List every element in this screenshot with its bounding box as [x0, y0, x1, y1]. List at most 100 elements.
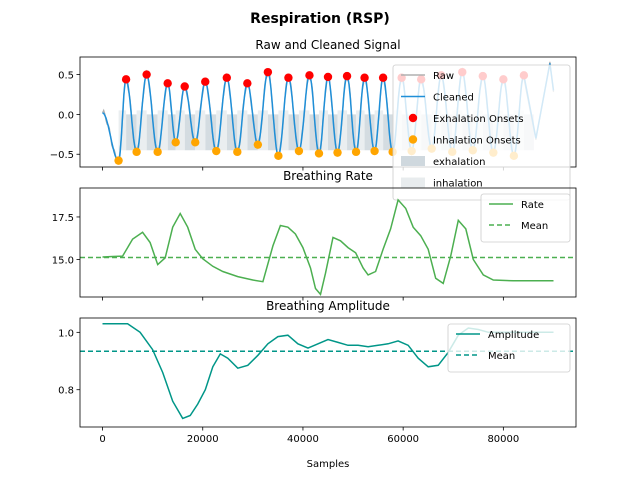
panel-raw-cleaned: −0.5 0.0 0.5 Raw Cleaned Exhalation Onsets Inh… — [50, 38, 577, 201]
inhalation-patch — [175, 110, 185, 151]
panel-breathing-rate: 15.0 17.5 Rate Mean Breathing Rate — [52, 169, 577, 301]
exhalation-onset-point — [360, 73, 369, 82]
exhalation-onset-point — [142, 70, 151, 79]
inhalation-patch — [257, 110, 268, 151]
inhalation-patch — [356, 110, 365, 151]
exhalation-patch — [347, 114, 357, 151]
exhalation-patch — [328, 114, 338, 151]
exhalation-patch — [167, 114, 176, 151]
legend-label: Rate — [521, 200, 544, 211]
y-tick-label: 0.0 — [58, 110, 74, 121]
y-tick-label: 17.5 — [52, 213, 74, 224]
exhalation-patch — [126, 114, 137, 151]
legend-label: Amplitude — [488, 330, 539, 341]
inhalation-onset-point — [191, 138, 200, 147]
inhalation-patch — [278, 110, 289, 151]
legend-label: Mean — [521, 221, 548, 232]
axes-frame — [79, 187, 577, 298]
suptitle: Respiration (RSP) — [250, 11, 390, 27]
x-tick-label: 40000 — [287, 434, 319, 445]
inhalation-patch — [136, 110, 147, 151]
axes-frame — [79, 56, 577, 168]
legend-box — [480, 193, 571, 243]
exhalation-onset-point — [263, 67, 273, 77]
exhalation-onset-point — [305, 71, 314, 80]
exhalation-onset-point — [180, 82, 189, 91]
y-tick-label: −0.5 — [50, 150, 74, 161]
axes-frame — [79, 317, 577, 428]
inhalation-onset-point — [314, 149, 324, 158]
legend-label: Exhalation Onsets — [433, 114, 524, 125]
inhalation-onset-point — [114, 156, 123, 165]
exhalation-patch — [205, 114, 217, 151]
inhalation-patch — [195, 110, 206, 151]
inhalation-onset-point — [351, 147, 361, 157]
legend-label: exhalation — [433, 157, 485, 168]
x-tick-label: 0 — [99, 434, 105, 445]
x-tick-label: 60000 — [387, 434, 419, 445]
exhalation-patch — [267, 114, 279, 151]
legend-patch — [401, 156, 425, 166]
x-tick-label: 80000 — [487, 434, 519, 445]
exhalation-patch — [383, 114, 393, 151]
legend: Amplitude Mean — [447, 323, 571, 373]
exhalation-patch — [146, 114, 158, 151]
exhalation-onset-point — [284, 73, 293, 82]
legend-label: Raw — [433, 71, 454, 82]
plot-area — [80, 198, 576, 297]
inhalation-patch — [318, 110, 328, 151]
panel-title-raw-cleaned: Raw and Cleaned Signal — [255, 38, 400, 52]
inhalation-onset-point — [212, 146, 221, 156]
legend: Raw Cleaned Exhalation Onsets Inhalation On… — [392, 64, 571, 201]
y-tick-label: 0.8 — [58, 386, 74, 397]
panel-title-breathing-rate: Breathing Rate — [283, 169, 373, 183]
inhalation-onset-point — [274, 151, 283, 161]
exhalation-patch — [184, 114, 196, 151]
exhalation-patch — [364, 114, 375, 151]
exhalation-onset-point — [323, 72, 333, 82]
legend: Rate Mean — [480, 193, 571, 243]
inhalation-patch — [237, 110, 248, 151]
exhalation-patch — [226, 114, 238, 151]
rate-line — [102, 198, 554, 297]
exhalation-patch — [288, 114, 299, 151]
inhalation-onset-point — [233, 147, 242, 157]
exhalation-onset-point — [342, 71, 352, 81]
inhalation-patch — [157, 110, 168, 151]
inhalation-patch — [216, 110, 227, 151]
inhalation-onset-point — [294, 146, 304, 156]
exhalation-patch — [309, 114, 319, 151]
exhalation-onset-point — [163, 79, 172, 88]
exhalation-onset-point — [121, 75, 131, 84]
legend-marker — [408, 113, 418, 123]
y-tick-label: 1.0 — [58, 328, 74, 339]
y-tick-label: 0.5 — [58, 71, 74, 82]
exhalation-onset-point — [378, 73, 388, 82]
inhalation-onset-point — [132, 147, 141, 157]
inhalation-onset-point — [153, 147, 162, 157]
y-tick-label: 15.0 — [52, 256, 74, 267]
legend-label: inhalation — [433, 179, 483, 190]
legend-label: Cleaned — [433, 93, 474, 104]
inhalation-patch — [298, 110, 310, 151]
inhalation-patch — [374, 110, 384, 151]
exhalation-onset-point — [222, 73, 231, 82]
inhalation-onset-point — [171, 138, 180, 147]
legend-marker — [408, 135, 418, 144]
inhalation-onset-point — [370, 146, 379, 156]
panel-breathing-amplitude: 0.8 1.0 0 20000 40000 60000 80000 Amplitude Mean… — [58, 299, 577, 445]
legend-label: Inhalation Onsets — [433, 136, 521, 147]
exhalation-onset-point — [243, 79, 252, 88]
legend-patch — [401, 177, 425, 188]
inhalation-onset-point — [253, 140, 263, 149]
inhalation-patch — [337, 110, 348, 151]
legend-label: Mean — [488, 351, 515, 362]
inhalation-onset-point — [333, 148, 342, 157]
exhalation-patch — [247, 114, 258, 151]
x-axis-label: Samples — [307, 459, 350, 470]
exhalation-onset-point — [201, 77, 210, 86]
panel-title-breathing-amplitude: Breathing Amplitude — [266, 299, 390, 313]
legend-box — [447, 323, 571, 373]
x-tick-label: 20000 — [187, 434, 219, 445]
